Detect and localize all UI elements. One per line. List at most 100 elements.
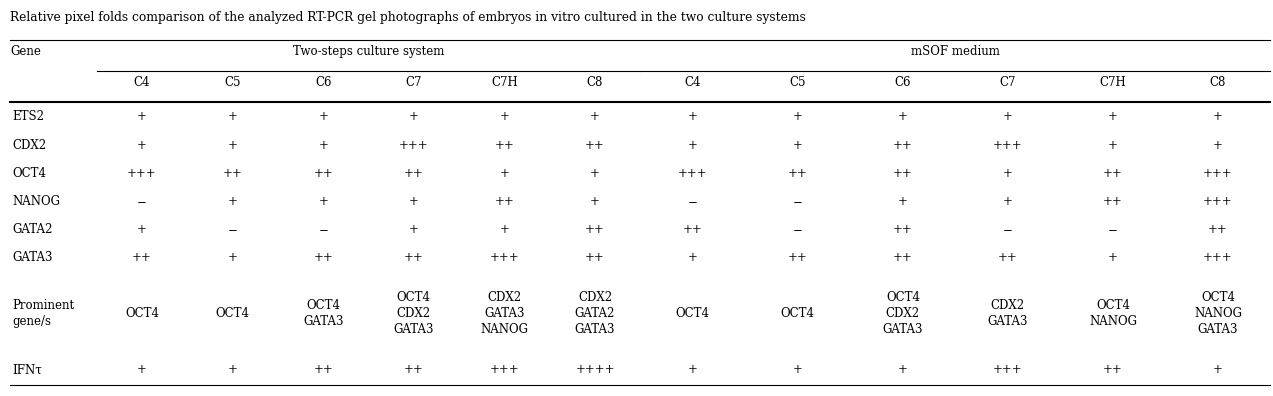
- Text: C7: C7: [406, 76, 423, 89]
- Text: OCT4
CDX2
GATA3: OCT4 CDX2 GATA3: [882, 291, 923, 336]
- Text: −: −: [793, 223, 803, 236]
- Text: +++: +++: [1203, 251, 1232, 264]
- Text: ++: ++: [586, 139, 605, 152]
- Text: CDX2
GATA3: CDX2 GATA3: [988, 299, 1029, 328]
- Text: +: +: [897, 195, 908, 208]
- Text: C8: C8: [1209, 76, 1226, 89]
- Text: +: +: [137, 223, 146, 236]
- Text: +: +: [1003, 110, 1013, 124]
- Text: OCT4: OCT4: [125, 307, 159, 320]
- Text: +: +: [137, 139, 146, 152]
- Text: +: +: [687, 139, 698, 152]
- Text: −: −: [1003, 223, 1013, 236]
- Text: +: +: [1213, 110, 1223, 124]
- Text: +++: +++: [679, 167, 708, 180]
- Text: +: +: [137, 110, 146, 124]
- Text: OCT4: OCT4: [780, 307, 815, 320]
- Text: ++: ++: [788, 167, 808, 180]
- Text: OCT4
NANOG: OCT4 NANOG: [1088, 299, 1137, 328]
- Text: ++: ++: [1102, 167, 1123, 180]
- Text: C8: C8: [587, 76, 603, 89]
- Text: ++: ++: [132, 251, 151, 264]
- Text: +: +: [591, 167, 600, 180]
- Text: Relative pixel folds comparison of the analyzed RT-PCR gel photographs of embryo: Relative pixel folds comparison of the a…: [10, 11, 806, 24]
- Text: C7H: C7H: [491, 76, 518, 89]
- Text: ++: ++: [313, 167, 334, 180]
- Text: +: +: [409, 223, 419, 236]
- Text: ETS2: ETS2: [13, 110, 45, 124]
- Text: ++: ++: [1102, 363, 1123, 376]
- Text: +: +: [228, 195, 238, 208]
- Text: mSOF medium: mSOF medium: [911, 45, 999, 58]
- Text: −: −: [318, 223, 328, 236]
- Text: CDX2: CDX2: [13, 139, 47, 152]
- Text: +: +: [228, 363, 238, 376]
- Text: −: −: [793, 195, 803, 208]
- Text: ++: ++: [404, 167, 424, 180]
- Text: C4: C4: [134, 76, 150, 89]
- Text: +++: +++: [993, 139, 1022, 152]
- Text: CDX2
GATA3
NANOG: CDX2 GATA3 NANOG: [480, 291, 528, 336]
- Text: C5: C5: [789, 76, 806, 89]
- Text: +: +: [1213, 139, 1223, 152]
- Text: ++: ++: [404, 251, 424, 264]
- Text: −: −: [228, 223, 238, 236]
- Text: ++: ++: [313, 251, 334, 264]
- Text: +: +: [1108, 251, 1118, 264]
- Text: +: +: [318, 195, 328, 208]
- Text: ++: ++: [586, 223, 605, 236]
- Text: +: +: [897, 363, 908, 376]
- Text: +: +: [1003, 167, 1013, 180]
- Text: ++: ++: [1208, 223, 1228, 236]
- Text: ++: ++: [404, 363, 424, 376]
- Text: ++: ++: [788, 251, 808, 264]
- Text: ++: ++: [892, 167, 913, 180]
- Text: +: +: [687, 363, 698, 376]
- Text: +: +: [228, 110, 238, 124]
- Text: ++: ++: [494, 139, 514, 152]
- Text: +++: +++: [1203, 195, 1232, 208]
- Text: +: +: [228, 251, 238, 264]
- Text: +++: +++: [398, 139, 429, 152]
- Text: +: +: [793, 139, 803, 152]
- Text: IFNτ: IFNτ: [13, 363, 42, 376]
- Text: +: +: [1213, 363, 1223, 376]
- Text: ++: ++: [313, 363, 334, 376]
- Text: OCT4
GATA3: OCT4 GATA3: [303, 299, 344, 328]
- Text: +: +: [1108, 110, 1118, 124]
- Text: +: +: [1003, 195, 1013, 208]
- Text: +: +: [409, 110, 419, 124]
- Text: +: +: [499, 167, 509, 180]
- Text: +++: +++: [490, 251, 519, 264]
- Text: +: +: [687, 251, 698, 264]
- Text: OCT4
NANOG
GATA3: OCT4 NANOG GATA3: [1194, 291, 1242, 336]
- Text: OCT4: OCT4: [13, 167, 47, 180]
- Text: +++: +++: [490, 363, 519, 376]
- Text: +++: +++: [1203, 167, 1232, 180]
- Text: −: −: [137, 195, 146, 208]
- Text: +: +: [409, 195, 419, 208]
- Text: +: +: [318, 110, 328, 124]
- Text: +: +: [318, 139, 328, 152]
- Text: +: +: [793, 110, 803, 124]
- Text: C6: C6: [314, 76, 331, 89]
- Text: ++: ++: [682, 223, 703, 236]
- Text: −: −: [1108, 223, 1118, 236]
- Text: OCT4: OCT4: [676, 307, 710, 320]
- Text: Gene: Gene: [10, 45, 41, 58]
- Text: +: +: [591, 110, 600, 124]
- Text: OCT4: OCT4: [215, 307, 250, 320]
- Text: C7H: C7H: [1100, 76, 1127, 89]
- Text: +: +: [499, 110, 509, 124]
- Text: C7: C7: [999, 76, 1016, 89]
- Text: C5: C5: [224, 76, 241, 89]
- Text: +: +: [793, 363, 803, 376]
- Text: C6: C6: [895, 76, 911, 89]
- Text: CDX2
GATA2
GATA3: CDX2 GATA2 GATA3: [575, 291, 615, 336]
- Text: +: +: [1108, 139, 1118, 152]
- Text: GATA2: GATA2: [13, 223, 53, 236]
- Text: ++: ++: [1102, 195, 1123, 208]
- Text: +++: +++: [127, 167, 157, 180]
- Text: GATA3: GATA3: [13, 251, 53, 264]
- Text: ++: ++: [586, 251, 605, 264]
